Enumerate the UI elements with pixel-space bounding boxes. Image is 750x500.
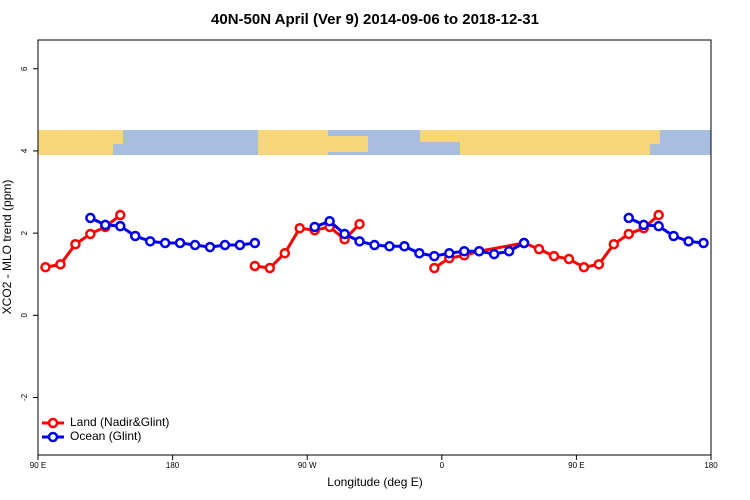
data-point	[444, 248, 455, 259]
y-axis-label: XCO2 - MLO trend (ppm)	[0, 180, 14, 315]
x-axis-label: Longitude (deg E)	[327, 475, 422, 489]
x-tick-label: 90 W	[298, 461, 317, 470]
chart-title: 40N-50N April (Ver 9) 2014-09-06 to 2018…	[211, 11, 539, 28]
data-point	[683, 236, 694, 247]
data-point	[533, 243, 545, 255]
data-point	[354, 236, 365, 247]
data-point	[608, 238, 620, 250]
map-strip	[38, 130, 711, 155]
data-point	[129, 230, 141, 242]
data-point	[324, 215, 335, 227]
data-point	[653, 220, 664, 232]
data-point	[384, 241, 395, 252]
data-point	[623, 212, 634, 224]
data-point	[653, 209, 664, 221]
data-point	[159, 237, 171, 249]
data-point	[414, 248, 425, 259]
series-line	[89, 216, 704, 258]
data-point	[339, 228, 350, 240]
plot-frame	[37, 39, 712, 456]
legend-marker	[47, 431, 59, 443]
data-point	[174, 237, 186, 249]
data-point	[294, 222, 305, 234]
data-point	[354, 218, 365, 230]
x-tick-label: 90 E	[30, 461, 46, 470]
data-point	[563, 253, 575, 265]
data-point	[369, 239, 380, 251]
data-point	[578, 261, 590, 273]
data-point	[55, 259, 66, 270]
data-point	[219, 239, 231, 251]
x-tick-label: 180	[704, 461, 718, 470]
data-point	[264, 262, 276, 274]
y-tick-label: 6	[20, 66, 29, 71]
data-point	[249, 237, 261, 249]
x-tick-label: 90 E	[568, 461, 584, 470]
data-point	[85, 212, 96, 224]
y-tick-label: 0	[20, 313, 29, 318]
data-point	[100, 219, 111, 231]
legend-label: Land (Nadir&Glint)	[70, 415, 169, 429]
data-point	[399, 241, 410, 252]
data-point	[204, 241, 216, 253]
data-point	[144, 236, 156, 247]
data-point	[623, 228, 634, 240]
data-point	[518, 237, 530, 249]
x-tick-label: 0	[440, 461, 445, 470]
y-tick-label: -2	[20, 393, 29, 401]
data-point	[249, 260, 261, 272]
y-tick-label: 4	[20, 148, 29, 153]
data-point	[40, 261, 51, 273]
data-point	[115, 209, 126, 221]
data-point	[429, 262, 440, 274]
data-point	[593, 259, 605, 270]
legend-label: Ocean (Glint)	[70, 429, 141, 443]
y-tick-label: 2	[20, 230, 29, 235]
legend-marker	[47, 417, 59, 429]
data-point	[473, 245, 485, 257]
data-point	[638, 219, 649, 231]
data-point	[309, 221, 320, 233]
data-point	[429, 250, 440, 262]
data-point	[488, 248, 500, 260]
data-point	[668, 230, 679, 242]
data-point	[189, 239, 201, 251]
data-point	[279, 248, 291, 259]
data-point	[548, 250, 560, 262]
data-point	[698, 237, 709, 249]
data-point	[85, 228, 96, 240]
data-point	[458, 245, 470, 257]
data-point	[234, 239, 246, 251]
x-tick-label: 180	[166, 461, 180, 470]
data-point	[70, 238, 81, 250]
data-point	[115, 220, 126, 232]
data-point	[503, 245, 515, 257]
